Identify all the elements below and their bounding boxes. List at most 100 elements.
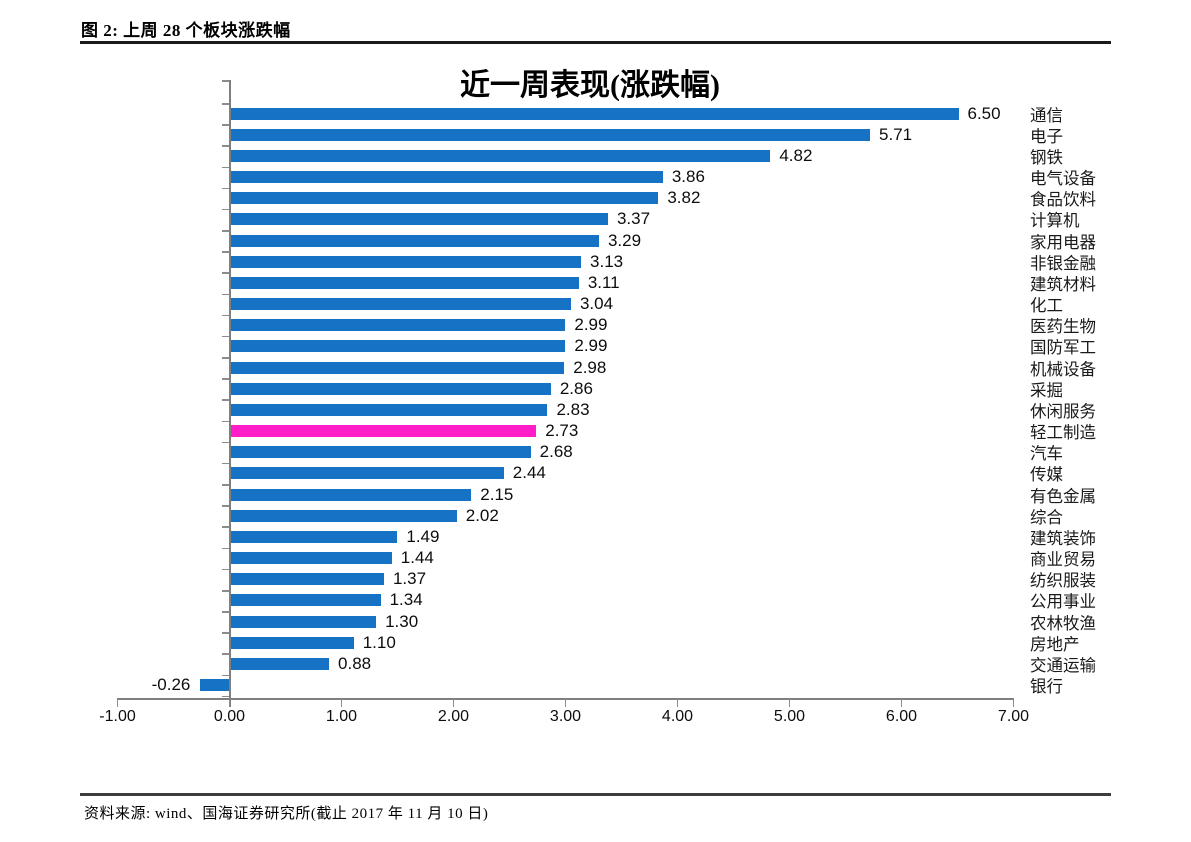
bar bbox=[230, 171, 663, 184]
bar bbox=[230, 403, 548, 416]
bar bbox=[230, 573, 384, 586]
figure-caption: 图 2: 上周 28 个板块涨跌幅 bbox=[81, 21, 291, 40]
category-label: 电子 bbox=[1030, 126, 1063, 146]
y-axis-tick bbox=[221, 187, 229, 190]
bar-value-label: 1.34 bbox=[389, 590, 423, 610]
x-axis-tick-label: 3.00 bbox=[549, 708, 582, 725]
bar-value-label: 3.37 bbox=[616, 209, 651, 229]
x-axis-tick bbox=[1012, 699, 1015, 707]
x-axis-tick-label: 2.00 bbox=[437, 708, 470, 725]
y-axis-tick bbox=[221, 611, 229, 613]
bar bbox=[230, 382, 551, 395]
y-axis-tick bbox=[221, 230, 229, 232]
bar bbox=[230, 107, 959, 120]
category-label: 公用事业 bbox=[1030, 592, 1096, 612]
category-label: 轻工制造 bbox=[1030, 423, 1096, 443]
y-axis-tick bbox=[221, 124, 229, 126]
bar bbox=[230, 594, 381, 607]
bar-value-label: 2.68 bbox=[539, 442, 573, 462]
x-axis-tick-label: 1.00 bbox=[325, 708, 358, 725]
y-axis-tick bbox=[221, 208, 229, 211]
x-axis-tick bbox=[116, 699, 119, 707]
bar bbox=[230, 361, 565, 374]
category-label: 国防军工 bbox=[1030, 338, 1096, 358]
y-axis-tick bbox=[221, 293, 229, 296]
bar bbox=[230, 128, 871, 141]
bar bbox=[200, 679, 230, 692]
bar-value-label: 3.11 bbox=[587, 272, 620, 292]
bar-value-label: 3.86 bbox=[671, 167, 705, 187]
y-axis-tick bbox=[221, 632, 229, 634]
header-rule bbox=[80, 41, 1111, 44]
category-label: 钢铁 bbox=[1030, 147, 1063, 167]
category-label: 商业贸易 bbox=[1030, 550, 1096, 570]
bar-value-label: 3.04 bbox=[579, 294, 614, 314]
bar-value-label: 2.99 bbox=[574, 336, 608, 356]
category-label: 计算机 bbox=[1030, 211, 1080, 231]
y-axis-tick bbox=[221, 420, 229, 423]
bar-value-label: 4.82 bbox=[779, 145, 813, 165]
category-label: 化工 bbox=[1030, 296, 1063, 316]
y-axis-tick bbox=[221, 378, 229, 380]
bar-value-label: 3.13 bbox=[590, 251, 624, 271]
y-axis-tick bbox=[221, 166, 229, 169]
x-axis-tick bbox=[900, 699, 903, 707]
bar-value-label: 5.71 bbox=[879, 124, 913, 144]
bar-value-label: 2.02 bbox=[465, 505, 499, 525]
bar bbox=[230, 319, 566, 332]
bar-value-label: 3.29 bbox=[607, 230, 642, 250]
x-axis-tick-label: 6.00 bbox=[885, 708, 918, 725]
bar bbox=[230, 530, 398, 543]
bar bbox=[230, 658, 330, 670]
bar-value-label: 1.44 bbox=[400, 548, 434, 568]
bar-value-label: 2.15 bbox=[480, 484, 514, 504]
bar bbox=[230, 636, 354, 649]
y-axis-tick bbox=[221, 145, 229, 147]
x-axis-tick-label: 0.00 bbox=[213, 708, 246, 725]
category-label: 纺织服装 bbox=[1030, 571, 1096, 591]
y-axis-tick bbox=[221, 357, 229, 359]
y-axis-tick bbox=[221, 505, 229, 507]
x-axis-line bbox=[117, 697, 1014, 700]
y-axis-line bbox=[228, 80, 231, 707]
y-axis-tick bbox=[221, 251, 229, 253]
category-label: 医药生物 bbox=[1030, 317, 1096, 337]
category-label: 非银金融 bbox=[1030, 253, 1096, 273]
bar bbox=[230, 615, 377, 628]
bar-highlight bbox=[230, 425, 537, 438]
category-label: 交通运输 bbox=[1030, 656, 1096, 675]
y-axis-tick bbox=[221, 399, 229, 401]
category-label: 综合 bbox=[1030, 507, 1063, 527]
y-axis-tick bbox=[221, 484, 229, 486]
bar bbox=[230, 467, 504, 480]
category-label: 电气设备 bbox=[1030, 169, 1096, 189]
y-axis-tick bbox=[221, 674, 229, 677]
bar-value-label: 1.10 bbox=[362, 632, 396, 652]
y-axis-tick bbox=[221, 653, 229, 655]
x-axis-tick-label: 7.00 bbox=[997, 708, 1030, 725]
y-axis-tick bbox=[221, 335, 229, 338]
x-axis-tick bbox=[228, 699, 231, 707]
bar-value-label: 0.88 bbox=[338, 654, 372, 673]
bar bbox=[230, 213, 608, 226]
bar bbox=[230, 509, 457, 522]
y-axis-tick bbox=[221, 80, 229, 82]
y-axis-tick bbox=[221, 462, 229, 465]
bar bbox=[230, 488, 472, 501]
y-axis-tick bbox=[221, 695, 229, 698]
bar bbox=[230, 234, 599, 247]
x-axis-tick-label: 4.00 bbox=[661, 708, 694, 725]
bar bbox=[230, 255, 582, 268]
x-axis-tick bbox=[452, 699, 455, 707]
chart-title: 近一周表现(涨跌幅) bbox=[460, 69, 720, 102]
bar-value-label: 2.86 bbox=[559, 378, 593, 398]
bar-value-label: 3.82 bbox=[667, 188, 701, 208]
bar bbox=[230, 298, 571, 311]
category-label: 机械设备 bbox=[1030, 359, 1096, 379]
category-label: 传媒 bbox=[1030, 465, 1063, 485]
category-label: 农林牧渔 bbox=[1030, 613, 1096, 633]
category-label: 食品饮料 bbox=[1030, 190, 1096, 210]
bar bbox=[230, 552, 392, 565]
x-axis-tick-label: -1.00 bbox=[99, 708, 136, 725]
